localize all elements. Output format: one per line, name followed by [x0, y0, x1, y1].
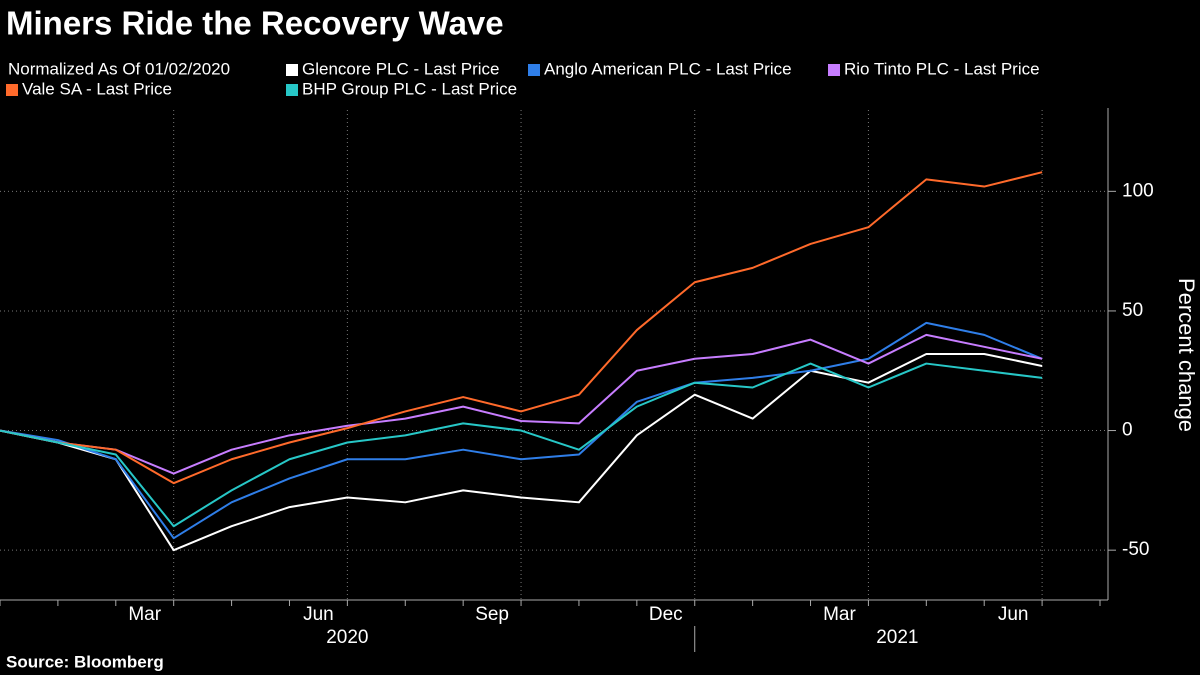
legend-label: BHP Group PLC - Last Price [302, 79, 517, 98]
legend-label: Anglo American PLC - Last Price [544, 59, 792, 78]
legend-swatch [286, 84, 298, 96]
y-tick-label: 0 [1122, 420, 1133, 441]
chart-title: Miners Ride the Recovery Wave [6, 5, 504, 42]
y-tick-label: 50 [1122, 300, 1143, 321]
legend-label: Rio Tinto PLC - Last Price [844, 59, 1040, 78]
legend-swatch [6, 84, 18, 96]
year-label: 2020 [326, 627, 368, 648]
year-label: 2021 [876, 627, 918, 648]
legend-swatch [286, 64, 298, 76]
series-line [0, 171, 1043, 485]
legend-swatch [828, 64, 840, 76]
legend-label: Glencore PLC - Last Price [302, 59, 499, 78]
series-line [0, 321, 1043, 540]
y-axis-label: Percent change [1174, 278, 1199, 432]
series-line [0, 353, 1043, 552]
x-tick-label: Mar [823, 604, 856, 625]
series-line [0, 362, 1043, 528]
x-tick-label: Sep [475, 604, 509, 625]
source: Source: Bloomberg [6, 652, 164, 671]
y-tick-label: 100 [1122, 180, 1154, 201]
legend-label: Vale SA - Last Price [22, 79, 172, 98]
series-line [0, 333, 1043, 475]
x-tick-label: Mar [128, 604, 161, 625]
y-tick-label: -50 [1122, 539, 1149, 560]
x-tick-label: Jun [303, 604, 334, 625]
legend-swatch [528, 64, 540, 76]
x-tick-label: Dec [649, 604, 683, 625]
x-tick-label: Jun [998, 604, 1029, 625]
legend-title: Normalized As Of 01/02/2020 [8, 59, 230, 78]
